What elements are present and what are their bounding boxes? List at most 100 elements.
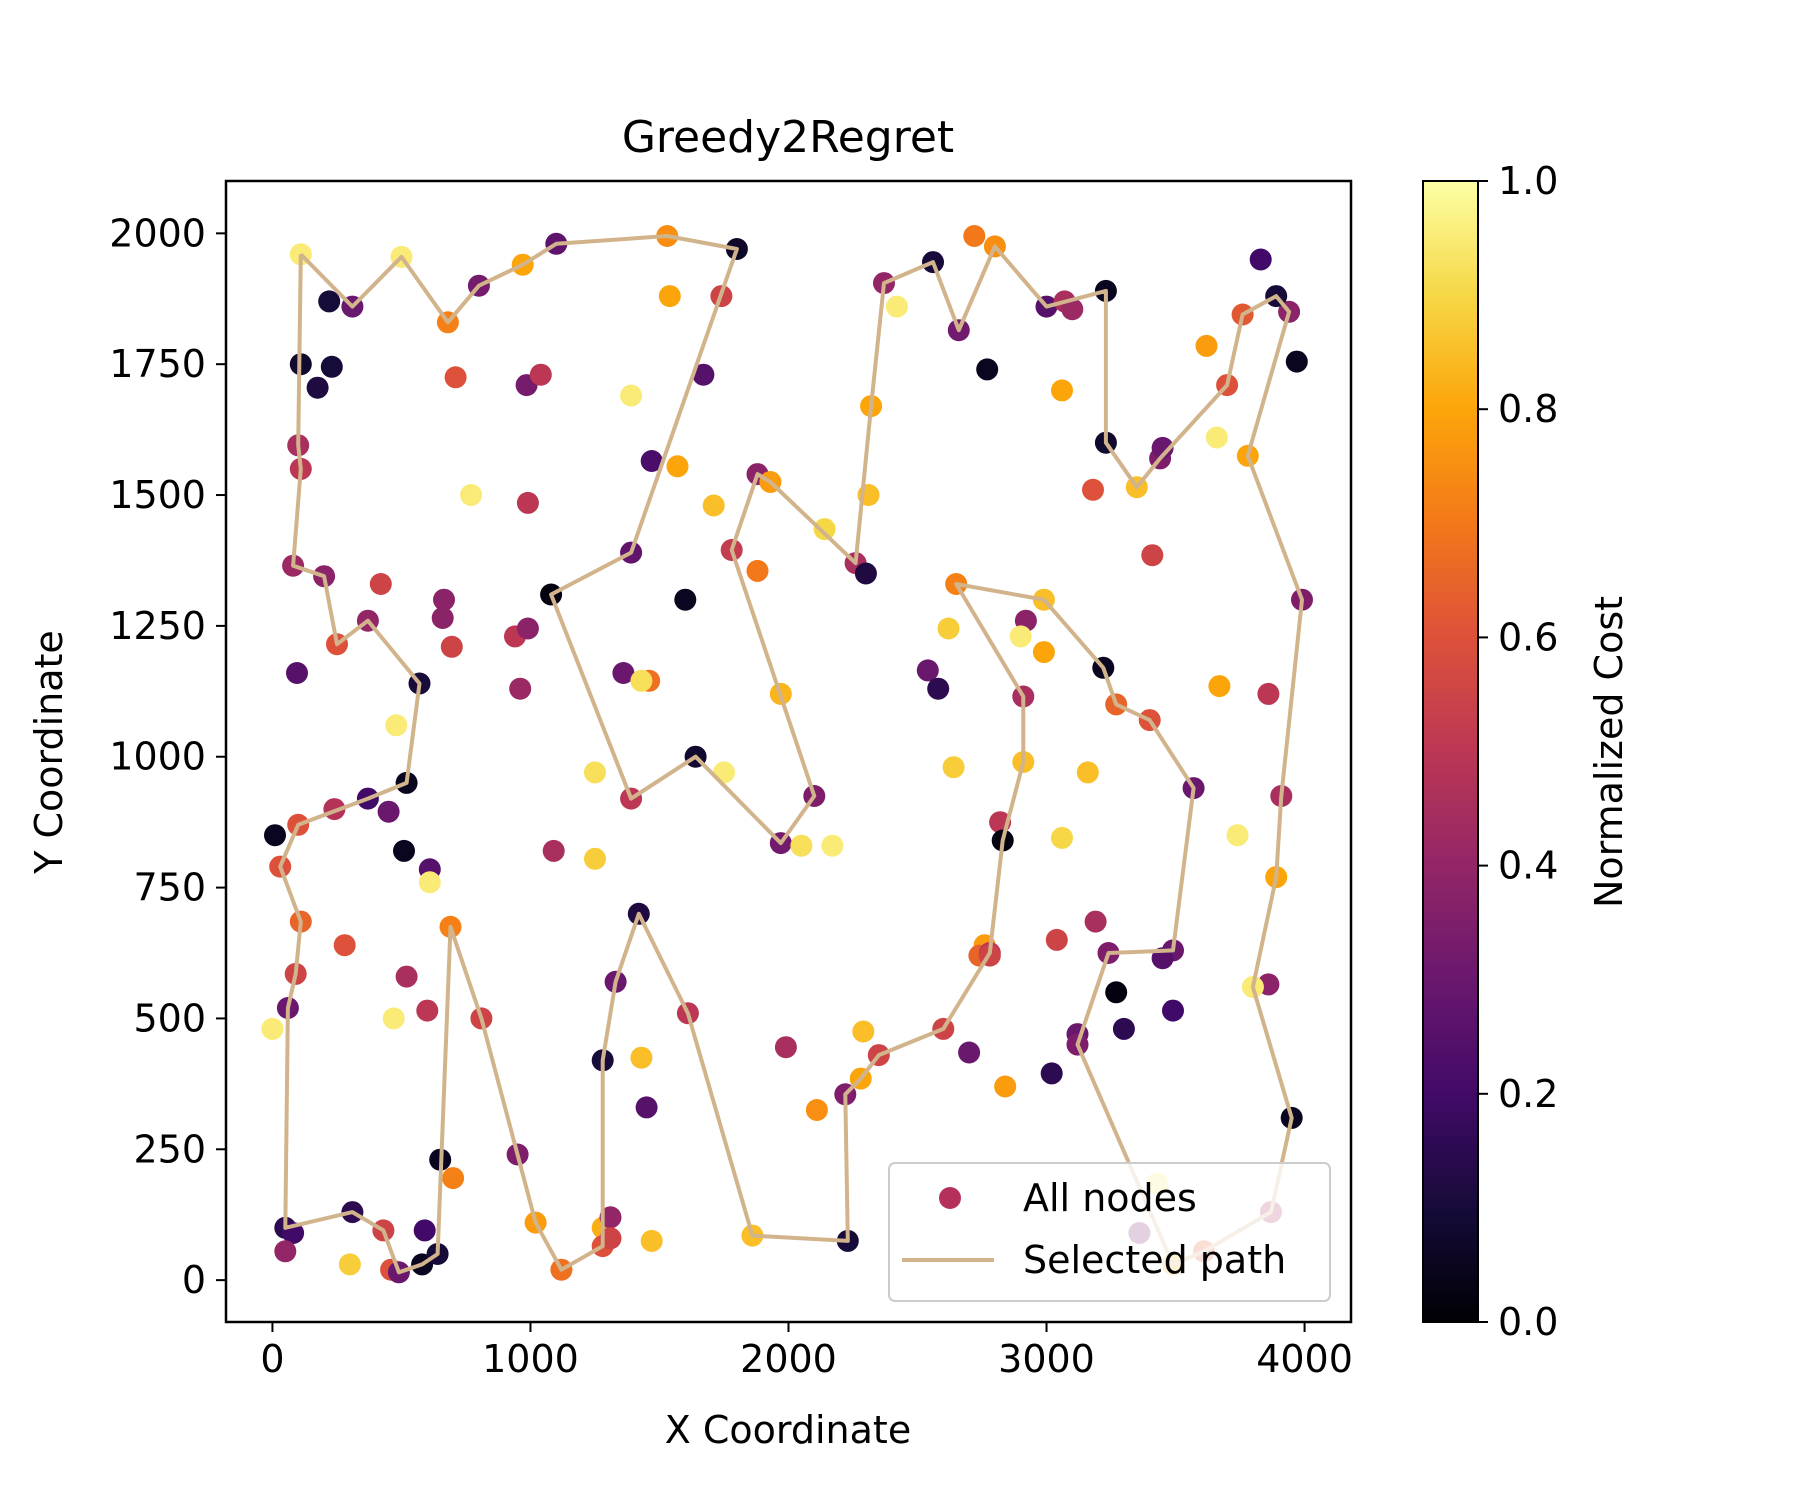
node-point xyxy=(393,839,415,862)
node-point xyxy=(1112,1017,1135,1040)
chart-title: Greedy2Regret xyxy=(622,112,954,163)
node-point xyxy=(1285,350,1308,373)
node-point xyxy=(1151,436,1174,459)
node-point xyxy=(1051,379,1073,402)
y-axis: 0 250 500 750 1000 1250 1500 1750 2000 xyxy=(109,211,226,1302)
node-point xyxy=(338,1253,361,1276)
node-point xyxy=(1009,625,1032,648)
node-point xyxy=(746,559,769,582)
node-point xyxy=(444,366,467,389)
node-point xyxy=(702,494,725,517)
selected-path-line xyxy=(278,234,1304,1275)
node-point xyxy=(885,295,908,318)
node-point xyxy=(377,800,400,823)
node-point xyxy=(1195,334,1218,357)
node-point xyxy=(382,1007,405,1030)
node-point xyxy=(509,677,532,700)
node-point xyxy=(658,285,681,308)
node-point xyxy=(958,1041,981,1064)
y-tick-label: 1750 xyxy=(109,342,206,386)
node-point xyxy=(821,834,844,857)
node-point xyxy=(774,1036,797,1059)
node-point xyxy=(1051,826,1073,849)
node-point xyxy=(640,1229,663,1252)
node-point xyxy=(994,1075,1017,1098)
node-point xyxy=(416,999,439,1022)
node-point xyxy=(692,363,715,386)
node-point xyxy=(1249,248,1272,271)
legend: All nodes Selected path xyxy=(888,1162,1331,1302)
colorbar: 0.0 0.2 0.4 0.6 0.8 1.0 Normalized Cost xyxy=(1422,159,1631,1344)
points-layer xyxy=(261,225,1313,1284)
node-point xyxy=(306,376,329,399)
x-tick-label: 0 xyxy=(260,1337,284,1381)
node-point xyxy=(286,662,308,684)
node-point xyxy=(790,834,813,857)
y-tick-label: 1250 xyxy=(109,604,206,648)
node-point xyxy=(630,1046,653,1069)
x-axis: 0 1000 2000 3000 4000 xyxy=(260,1322,1353,1381)
node-point xyxy=(433,588,455,611)
node-point xyxy=(1208,675,1231,698)
node-point xyxy=(666,455,689,478)
colorbar-tick-label: 0.2 xyxy=(1498,1072,1558,1116)
node-point xyxy=(1257,682,1280,705)
x-tick-label: 2000 xyxy=(740,1337,837,1381)
legend-marker-all-nodes xyxy=(939,1187,961,1209)
node-point xyxy=(460,484,483,506)
node-point xyxy=(852,1020,875,1043)
node-point xyxy=(674,588,697,611)
node-point xyxy=(442,1167,465,1190)
node-point xyxy=(584,761,606,784)
colorbar-label: Normalized Cost xyxy=(1587,596,1631,908)
node-point xyxy=(1082,478,1104,501)
node-point xyxy=(440,635,463,658)
node-point xyxy=(1162,999,1184,1022)
colorbar-tick-label: 0.6 xyxy=(1498,615,1558,659)
node-point xyxy=(516,617,539,640)
node-point xyxy=(333,934,356,957)
node-point xyxy=(805,1099,828,1121)
node-point xyxy=(1226,824,1249,847)
colorbar-gradient xyxy=(1422,180,1479,1323)
colorbar-ticks: 0.0 0.2 0.4 0.6 0.8 1.0 xyxy=(1478,159,1558,1344)
y-tick-label: 2000 xyxy=(109,211,206,255)
x-axis-label: X Coordinate xyxy=(665,1408,911,1452)
y-tick-label: 500 xyxy=(133,996,206,1040)
y-axis-label: Y Coordinate xyxy=(27,630,71,875)
node-point xyxy=(1032,641,1055,664)
node-point xyxy=(599,1206,622,1229)
node-point xyxy=(1040,1062,1063,1085)
legend-label-selected-path: Selected path xyxy=(1023,1238,1286,1282)
colorbar-tick-label: 0.8 xyxy=(1498,387,1558,431)
node-point xyxy=(542,839,565,862)
node-point xyxy=(916,659,939,682)
x-tick-label: 4000 xyxy=(1256,1337,1353,1381)
plot-frame xyxy=(224,179,1353,1324)
node-point xyxy=(274,1240,297,1263)
node-point xyxy=(1205,426,1228,449)
node-point xyxy=(854,562,877,585)
node-point xyxy=(963,225,986,247)
node-point xyxy=(418,871,441,894)
node-point xyxy=(264,824,286,847)
node-point xyxy=(1105,981,1128,1004)
node-point xyxy=(431,607,454,629)
node-point xyxy=(261,1017,284,1040)
node-point xyxy=(385,714,408,737)
node-point xyxy=(395,965,418,988)
node-point xyxy=(1045,928,1068,951)
node-point xyxy=(620,384,643,407)
y-tick-label: 250 xyxy=(133,1127,206,1171)
plot-area xyxy=(261,225,1313,1284)
y-tick-label: 1500 xyxy=(109,473,206,517)
colorbar-tick-label: 0.4 xyxy=(1498,844,1558,888)
node-point xyxy=(813,518,836,541)
node-point xyxy=(320,355,343,378)
node-point xyxy=(413,1219,436,1242)
node-point xyxy=(612,662,635,684)
node-point xyxy=(927,677,950,700)
node-point xyxy=(942,756,965,779)
legend-label-all-nodes: All nodes xyxy=(1023,1176,1197,1220)
x-tick-label: 3000 xyxy=(998,1337,1095,1381)
